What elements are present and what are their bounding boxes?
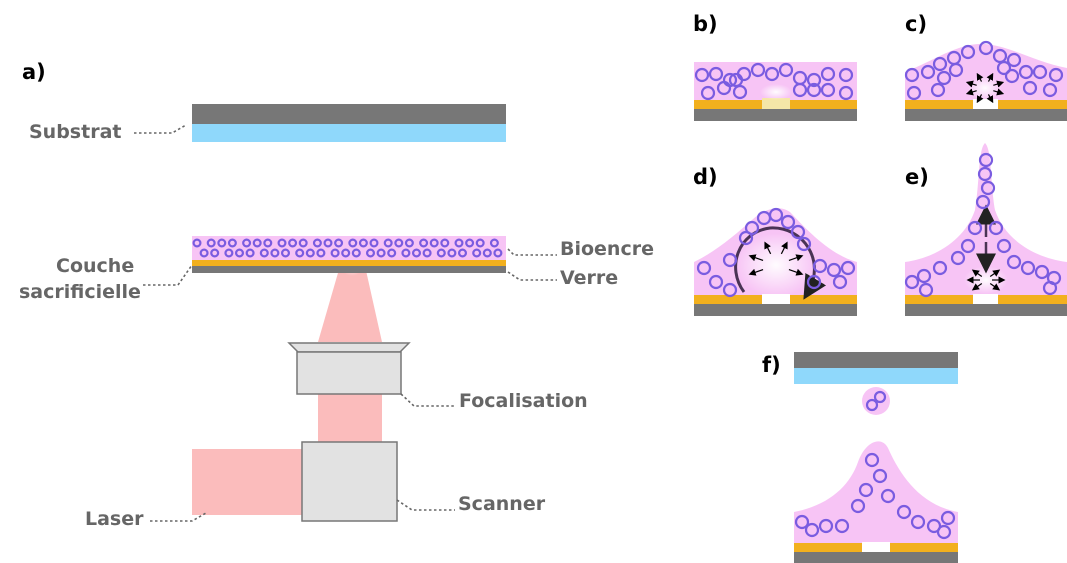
label-couche-line2: sacrificielle	[19, 281, 141, 303]
label-substrat: Substrat	[29, 121, 121, 143]
substrate-assembly	[192, 104, 506, 142]
label-verre: Verre	[560, 267, 618, 289]
label-laser: Laser	[85, 508, 144, 530]
panel-label-a: a)	[22, 60, 46, 84]
stage-c	[905, 42, 1067, 121]
label-couche-line1: Couche	[56, 255, 134, 277]
label-bioencre: Bioencre	[560, 238, 654, 260]
panel-label-e: e)	[905, 165, 929, 189]
scanner-box	[302, 442, 397, 521]
panel-label-b: b)	[693, 12, 718, 36]
stage-f	[794, 352, 958, 563]
label-scanner: Scanner	[458, 493, 546, 515]
stage-d	[694, 208, 857, 316]
panel-label-f: f)	[762, 353, 781, 377]
panel-label-d: d)	[693, 165, 718, 189]
label-focalisation: Focalisation	[459, 390, 588, 412]
stage-b	[694, 62, 857, 121]
focusing-lens	[289, 343, 409, 394]
donor-slide	[192, 236, 506, 273]
stage-e	[905, 143, 1067, 316]
panel-label-c: c)	[905, 12, 927, 36]
